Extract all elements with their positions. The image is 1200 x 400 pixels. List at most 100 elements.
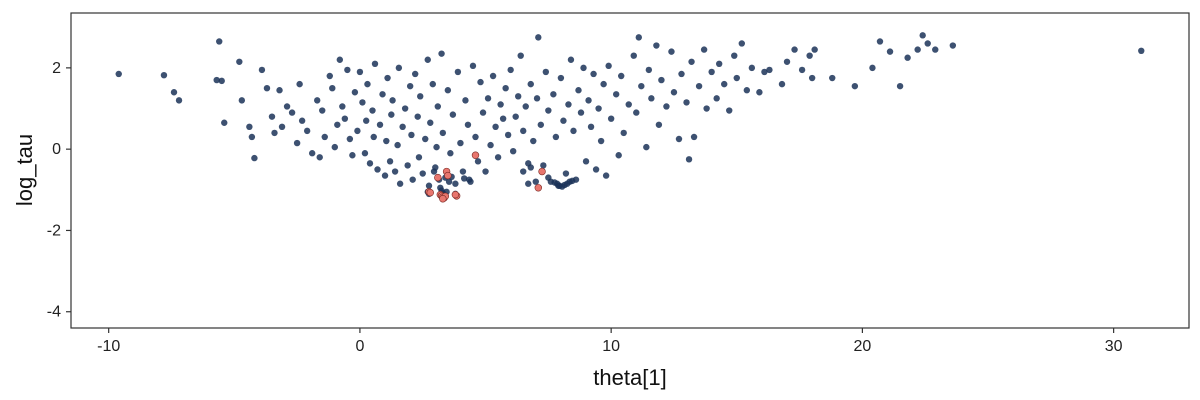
data-point — [783, 58, 791, 65]
y-tick-label: 0 — [52, 141, 61, 158]
data-point — [303, 127, 311, 135]
data-point — [460, 175, 468, 182]
data-point — [522, 103, 529, 110]
data-point — [502, 84, 509, 92]
data-point — [645, 66, 653, 74]
data-point — [479, 109, 487, 116]
data-point — [258, 66, 266, 74]
data-point — [748, 64, 756, 72]
data-point — [585, 97, 592, 104]
data-point — [452, 180, 459, 187]
data-point — [535, 34, 542, 41]
data-point — [595, 105, 602, 112]
data-point — [567, 56, 575, 63]
data-point — [525, 180, 532, 187]
data-point — [700, 46, 708, 53]
plot-background — [71, 13, 1189, 328]
data-point — [914, 46, 921, 53]
data-point — [409, 176, 416, 183]
data-point — [550, 91, 557, 98]
data-point — [484, 95, 492, 102]
data-point — [756, 89, 763, 96]
data-point — [580, 64, 587, 72]
data-point — [411, 70, 419, 78]
data-point — [339, 103, 346, 110]
data-point — [808, 74, 816, 82]
data-point — [221, 119, 228, 126]
data-point — [582, 158, 590, 165]
y-tick-label: -2 — [47, 222, 61, 239]
data-point — [602, 172, 610, 179]
data-point — [329, 84, 336, 92]
data-point — [445, 178, 453, 185]
data-point — [464, 121, 472, 128]
highlighted-point — [538, 167, 546, 176]
x-tick-label: 20 — [853, 338, 871, 355]
data-point — [562, 170, 570, 177]
x-tick-label: 10 — [602, 338, 620, 355]
y-tick-label: -4 — [47, 304, 61, 321]
data-point — [482, 168, 489, 175]
data-point — [658, 76, 665, 84]
data-point — [592, 166, 600, 173]
data-point — [655, 121, 663, 128]
data-point — [560, 117, 567, 124]
data-point — [851, 82, 859, 90]
data-point — [726, 107, 733, 114]
data-point — [552, 133, 560, 141]
data-point — [605, 62, 612, 70]
data-point — [738, 40, 745, 47]
data-point — [1138, 47, 1145, 54]
data-point — [520, 168, 527, 175]
data-point — [236, 58, 243, 65]
data-point — [713, 95, 720, 102]
data-point — [396, 180, 404, 187]
x-tick-label: 0 — [355, 338, 364, 355]
data-point — [316, 154, 323, 161]
data-point — [703, 105, 710, 112]
data-point — [577, 109, 585, 116]
data-point — [459, 168, 467, 175]
data-point — [349, 152, 356, 159]
data-point — [545, 174, 552, 181]
data-point — [570, 127, 577, 135]
data-point — [429, 80, 436, 88]
data-point — [361, 150, 369, 157]
data-point — [321, 133, 328, 141]
data-point — [477, 78, 484, 86]
data-point — [600, 80, 607, 88]
data-point — [798, 66, 806, 74]
data-point — [618, 72, 625, 80]
data-point — [415, 154, 423, 161]
data-point — [454, 68, 462, 76]
data-point — [376, 121, 384, 128]
data-point — [238, 97, 246, 104]
data-point — [336, 56, 344, 63]
data-point — [527, 80, 534, 88]
data-point — [670, 89, 678, 96]
data-point — [761, 68, 768, 76]
data-point — [517, 52, 524, 59]
data-point — [414, 113, 421, 120]
data-point — [430, 168, 438, 175]
data-point — [469, 62, 477, 70]
data-point — [419, 170, 426, 177]
data-point — [565, 101, 572, 108]
data-point — [685, 156, 693, 163]
data-point — [869, 64, 876, 72]
data-point — [876, 38, 884, 45]
highlighted-point — [534, 184, 542, 192]
data-point — [587, 123, 595, 131]
data-point — [932, 46, 939, 53]
data-point — [708, 68, 715, 76]
data-point — [509, 147, 517, 155]
data-point — [246, 123, 253, 131]
data-point — [504, 131, 512, 139]
data-point — [417, 93, 424, 100]
data-point — [364, 80, 371, 88]
data-point — [344, 66, 351, 74]
data-point — [404, 162, 411, 169]
data-point — [296, 80, 303, 88]
data-point — [625, 101, 632, 108]
